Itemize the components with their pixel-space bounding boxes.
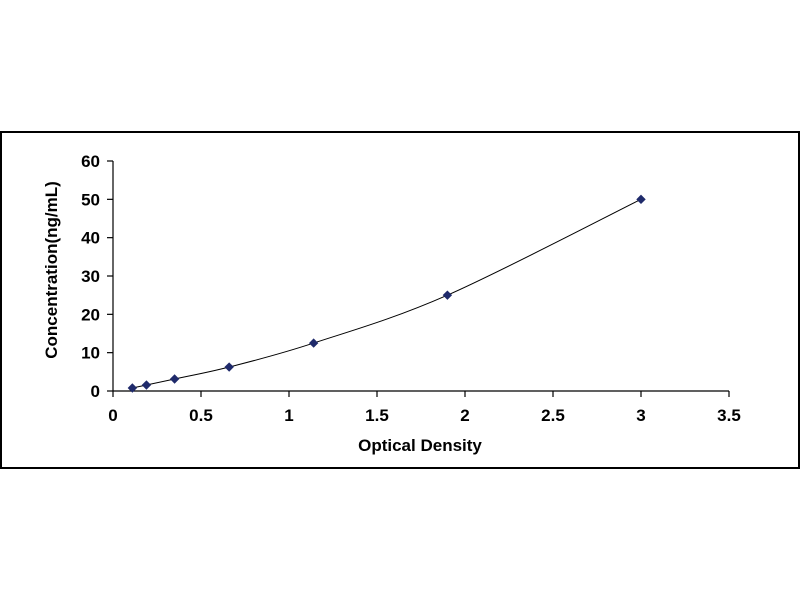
x-tick-label: 2 <box>460 406 469 425</box>
data-point-marker <box>308 338 319 348</box>
y-axis-title: Concentration(ng/mL) <box>42 181 61 359</box>
data-points <box>127 194 646 393</box>
x-tick-label: 0.5 <box>189 406 213 425</box>
data-point-marker <box>442 290 453 300</box>
axes <box>112 161 729 392</box>
x-tick-label: 2.5 <box>541 406 565 425</box>
data-point-marker <box>636 194 646 205</box>
x-tick-label: 0 <box>108 406 117 425</box>
y-ticks: 0 10 20 30 40 50 60 <box>81 152 113 401</box>
x-tick-label: 3.5 <box>717 406 741 425</box>
x-tick-label: 3 <box>636 406 645 425</box>
fitted-curve <box>132 198 642 389</box>
y-tick-label: 50 <box>81 190 100 209</box>
x-axis-title: Optical Density <box>358 436 482 455</box>
x-ticks: 0 0.5 1 1.5 2 2.5 3 3.5 <box>108 391 741 425</box>
y-tick-label: 0 <box>91 382 100 401</box>
data-point-marker <box>169 374 180 384</box>
x-tick-label: 1.5 <box>365 406 389 425</box>
data-point-marker <box>127 383 138 393</box>
y-tick-label: 60 <box>81 152 100 171</box>
y-tick-label: 20 <box>81 305 100 324</box>
y-tick-label: 40 <box>81 229 100 248</box>
chart-frame <box>0 131 800 469</box>
fitted-curve-line <box>132 198 642 389</box>
data-point-marker <box>224 362 234 372</box>
y-tick-label: 30 <box>81 267 100 286</box>
y-tick-label: 10 <box>81 344 100 363</box>
data-point-marker <box>141 380 152 390</box>
x-tick-label: 1 <box>284 406 293 425</box>
